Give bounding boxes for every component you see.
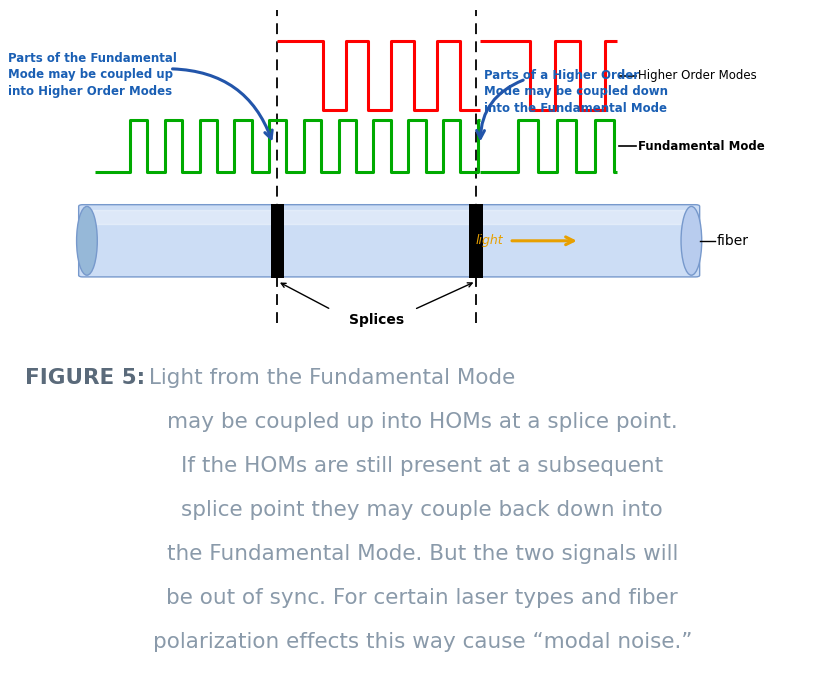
Text: light: light [476,235,503,247]
Text: the Fundamental Mode. But the two signals will: the Fundamental Mode. But the two signal… [166,544,677,564]
Ellipse shape [680,206,701,275]
Text: splice point they may couple back down into: splice point they may couple back down i… [181,500,662,520]
Text: be out of sync. For certain laser types and fiber: be out of sync. For certain laser types … [166,588,677,608]
Text: If the HOMs are still present at a subsequent: If the HOMs are still present at a subse… [181,456,662,476]
Bar [270,204,284,278]
Text: fiber: fiber [715,234,748,248]
Text: Fundamental Mode: Fundamental Mode [637,140,763,153]
Text: polarization effects this way cause “modal noise.”: polarization effects this way cause “mod… [152,632,691,652]
Text: Higher Order Modes: Higher Order Modes [637,69,755,82]
Text: Parts of the Fundamental
Mode may be coupled up
into Higher Order Modes: Parts of the Fundamental Mode may be cou… [8,52,177,98]
Bar [469,204,482,278]
Ellipse shape [77,206,98,275]
Text: Splices: Splices [349,313,404,327]
FancyBboxPatch shape [79,205,699,277]
Text: may be coupled up into HOMs at a splice point.: may be coupled up into HOMs at a splice … [167,412,676,432]
Text: Parts of a Higher Order
Mode may be coupled down
into the Fundamental Mode: Parts of a Higher Order Mode may be coup… [484,69,667,115]
Text: FIGURE 5:: FIGURE 5: [25,368,145,388]
Text: Light from the Fundamental Mode: Light from the Fundamental Mode [142,368,515,388]
